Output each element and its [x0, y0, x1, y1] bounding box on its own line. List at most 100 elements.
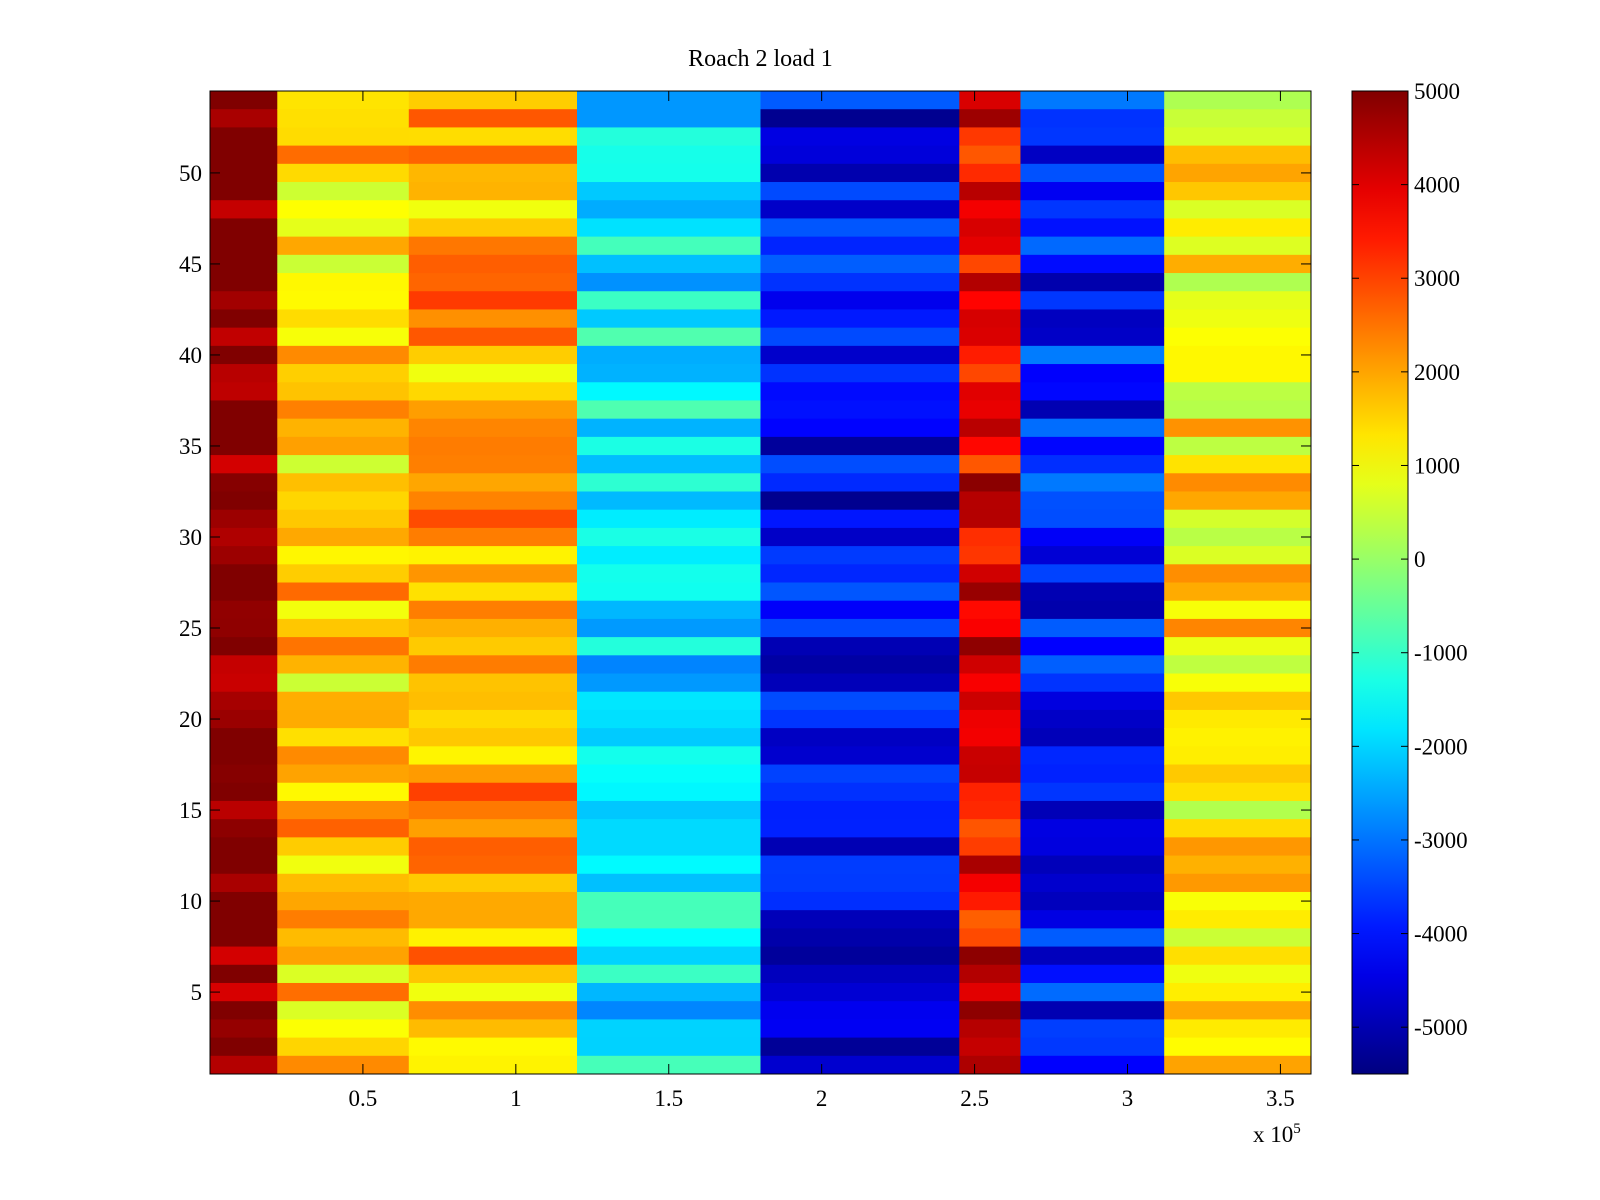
- heatmap-cell: [210, 728, 278, 747]
- heatmap-cell: [210, 600, 278, 620]
- heatmap-cell: [277, 582, 410, 602]
- heatmap-cell: [1164, 637, 1312, 656]
- heatmap-cell: [408, 1037, 578, 1057]
- heatmap-cell: [1020, 819, 1165, 838]
- heatmap-cell: [210, 655, 278, 675]
- plot-frame: [209, 90, 1312, 1075]
- heatmap-cell: [1020, 1055, 1165, 1075]
- heatmap-cell: [760, 91, 960, 110]
- heatmap-cell: [577, 673, 761, 693]
- x-tick-label: 0.5: [349, 1086, 378, 1111]
- heatmap-cell: [1164, 436, 1312, 456]
- heatmap-cell: [760, 764, 960, 784]
- heatmap-cell: [277, 873, 410, 893]
- heatmap-cell: [408, 527, 578, 547]
- heatmap-cell: [1020, 127, 1165, 147]
- heatmap-cell: [408, 564, 578, 583]
- heatmap-cell: [1164, 546, 1312, 565]
- heatmap-cell: [577, 163, 761, 183]
- heatmap-cell: [577, 109, 761, 128]
- heatmap-cell: [210, 127, 278, 147]
- heatmap-cell: [408, 327, 578, 347]
- heatmap-cell: [1020, 964, 1165, 984]
- heatmap-cell: [408, 509, 578, 529]
- heatmap-cell: [210, 746, 278, 766]
- heatmap-cell: [577, 145, 761, 165]
- heatmap-cell: [210, 91, 278, 110]
- heatmap-cell: [959, 182, 1021, 201]
- chart-title: Roach 2 load 1: [688, 46, 833, 72]
- heatmap-cell: [408, 91, 578, 110]
- heatmap-cell: [408, 964, 578, 984]
- heatmap-cell: [959, 236, 1021, 256]
- heatmap-cell: [210, 345, 278, 365]
- heatmap-cell: [577, 964, 761, 984]
- heatmap-cell: [1164, 946, 1312, 966]
- x-axis: 0.5 1 1.5 2 2.5 3 3.5: [349, 91, 1295, 1111]
- heatmap-cell: [210, 200, 278, 219]
- heatmap-cell: [1164, 236, 1312, 256]
- heatmap-cell: [210, 637, 278, 656]
- heatmap-cell: [1020, 691, 1165, 711]
- heatmap-cell: [577, 291, 761, 310]
- heatmap-cell: [577, 746, 761, 766]
- heatmap-cell: [408, 309, 578, 329]
- heatmap-cell: [760, 637, 960, 656]
- x-tick-label: 1.5: [654, 1086, 683, 1111]
- heatmap-cell: [1164, 254, 1312, 274]
- x-tick-label: 3.5: [1266, 1086, 1295, 1111]
- heatmap-cell: [577, 200, 761, 219]
- x-tick-label: 2.5: [960, 1086, 989, 1111]
- heatmap-cell: [1020, 1037, 1165, 1057]
- heatmap-cell: [1164, 564, 1312, 583]
- heatmap-cell: [959, 491, 1021, 511]
- heatmap-cell: [277, 418, 410, 438]
- heatmap-cell: [277, 782, 410, 802]
- heatmap-cell: [408, 764, 578, 784]
- colorbar-tick-label: 1000: [1414, 453, 1460, 478]
- heatmap-cell: [277, 691, 410, 711]
- heatmap-cell: [959, 455, 1021, 474]
- heatmap-cell: [1020, 873, 1165, 893]
- heatmap-cell: [408, 1055, 578, 1075]
- heatmap-cell: [277, 345, 410, 365]
- heatmap-cell: [1164, 127, 1312, 147]
- heatmap-cell: [277, 436, 410, 456]
- heatmap-cell: [277, 728, 410, 747]
- heatmap-cell: [577, 236, 761, 256]
- heatmap-cell: [959, 873, 1021, 893]
- heatmap-cell: [1164, 327, 1312, 347]
- heatmap-cell: [1020, 254, 1165, 274]
- heatmap-cell: [577, 309, 761, 329]
- heatmap-cell: [577, 637, 761, 656]
- colorbar-tick-label: -1000: [1414, 641, 1468, 666]
- heatmap-cell: [277, 1055, 410, 1075]
- heatmap-cell: [1164, 891, 1312, 911]
- colorbar: [1351, 90, 1409, 1075]
- heatmap-cell: [210, 418, 278, 438]
- heatmap-cell: [577, 509, 761, 529]
- heatmap-cell: [1020, 455, 1165, 474]
- heatmap-cell: [277, 855, 410, 875]
- heatmap-cell: [408, 273, 578, 292]
- heatmap-cell: [210, 291, 278, 310]
- heatmap-cell: [760, 728, 960, 747]
- heatmap-cell: [1020, 436, 1165, 456]
- heatmap-cell: [408, 891, 578, 911]
- heatmap-cell: [408, 728, 578, 747]
- heatmap-cell: [1164, 309, 1312, 329]
- heatmap-cell: [1020, 709, 1165, 729]
- heatmap-cell: [1164, 819, 1312, 838]
- heatmap-cell: [408, 982, 578, 1002]
- heatmap-cell: [959, 418, 1021, 438]
- y-tick-label: 50: [179, 161, 202, 186]
- heatmap-cell: [1164, 1001, 1312, 1020]
- heatmap-cell: [577, 273, 761, 292]
- heatmap-cell: [959, 127, 1021, 147]
- heatmap-cell: [1020, 200, 1165, 219]
- heatmap-cell: [408, 364, 578, 383]
- colorbar-tick-label: -5000: [1414, 1015, 1468, 1040]
- heatmap-cell: [760, 618, 960, 638]
- heatmap-cell: [760, 600, 960, 620]
- heatmap-cell: [760, 182, 960, 201]
